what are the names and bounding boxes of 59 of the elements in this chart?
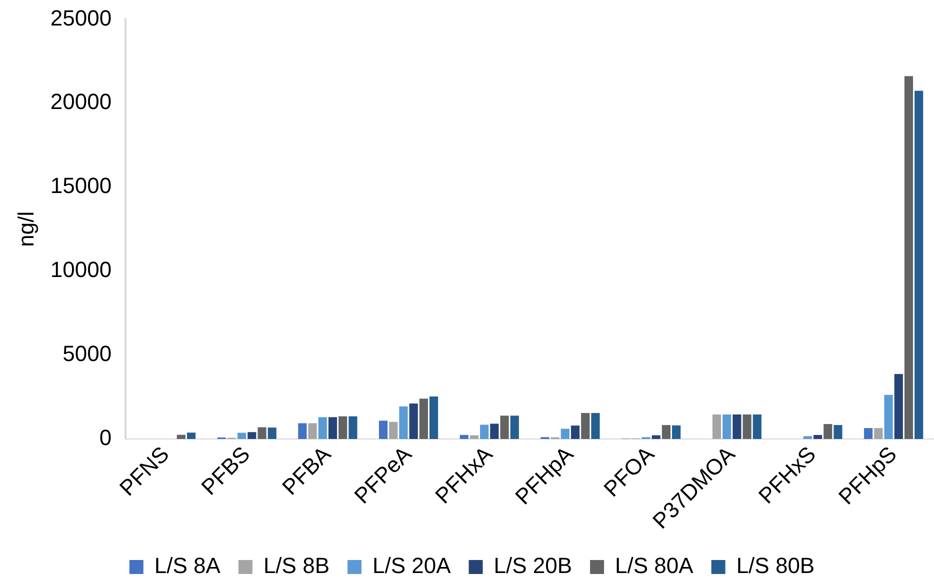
legend-label: L/S 80A [615,553,694,578]
bar [894,374,903,439]
bar [803,436,812,439]
bar [470,435,479,439]
y-tick-label: 10000 [50,257,112,282]
bar [864,428,873,439]
bar [834,425,842,439]
bar [399,406,408,439]
bar [652,435,660,439]
bar [560,428,570,439]
bar [318,417,327,439]
bar [348,416,358,439]
bar [510,416,519,439]
bar [480,424,489,439]
bar [186,432,196,439]
bar [248,432,256,439]
y-tick-label: 25000 [50,5,112,30]
legend-label: L/S 80B [736,553,815,578]
bar [258,427,266,439]
bar [570,426,580,439]
bar [712,414,722,439]
bar [662,425,671,439]
bar [722,414,732,439]
bar [732,414,742,439]
bar [874,428,883,439]
bar [409,404,418,439]
bar [904,76,914,439]
bar [176,434,186,439]
y-tick-label: 20000 [50,89,112,114]
bar [672,425,681,439]
bar [237,432,246,439]
y-axis-title: ng/l [13,211,38,247]
bar [419,398,428,439]
bar [824,424,832,439]
bar [268,428,276,439]
y-tick-label: 5000 [62,341,112,366]
bar [308,423,317,439]
bar [429,396,438,439]
bar [378,420,388,439]
legend-label: L/S 20B [494,553,572,578]
y-tick-label: 0 [99,425,112,450]
bar [298,423,307,439]
bar [742,414,752,439]
bar [752,414,762,439]
bar [389,422,398,439]
legend-label: L/S 8A [154,553,221,578]
bar [591,412,600,439]
bar [500,416,509,439]
bar [338,416,348,439]
bar [328,417,338,439]
bar [490,424,499,439]
legend-label: L/S 8B [263,553,330,578]
bar [460,434,468,439]
bar [581,412,590,439]
bar [914,90,924,439]
bar [813,434,822,439]
legend-label: L/S 20A [372,553,452,578]
bar [884,394,893,439]
y-tick-label: 15000 [50,173,112,198]
